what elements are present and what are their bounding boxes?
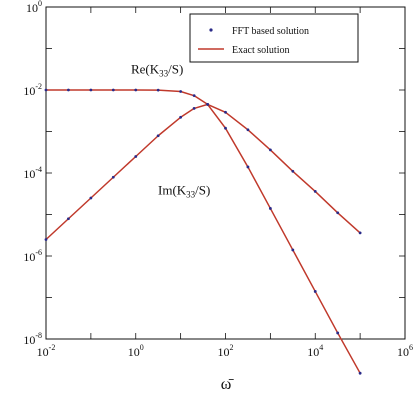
- curve-annotation-im: Im(K33/S): [158, 183, 210, 200]
- data-point: [67, 88, 70, 92]
- data-point: [89, 196, 93, 200]
- data-point: [268, 148, 272, 152]
- x-tick-label: 102: [218, 343, 234, 359]
- x-axis-label: ω̄: [221, 376, 235, 393]
- data-point: [44, 88, 48, 92]
- data-point: [67, 217, 70, 221]
- x-tick-label: 100: [128, 343, 144, 359]
- tick-marks: [45, 6, 406, 340]
- y-tick-label: 10-8: [23, 331, 42, 347]
- x-tick-label: 104: [307, 343, 323, 359]
- data-point: [179, 115, 183, 119]
- data-point: [291, 169, 295, 173]
- data-point: [224, 126, 227, 130]
- y-tick-label: 10-6: [23, 248, 42, 264]
- data-point: [336, 331, 340, 335]
- data-point: [224, 110, 227, 114]
- x-tick-label: 10-2: [37, 343, 56, 359]
- series-lines: [45, 89, 361, 374]
- data-point: [134, 155, 138, 158]
- tick-labels: 10-2 100 102 104 106 10-8 10-6 10-4 10-2 100: [23, 0, 413, 359]
- data-point: [44, 238, 48, 241]
- legend-marker-fft: [209, 28, 213, 32]
- data-point: [291, 248, 295, 252]
- data-point: [358, 371, 362, 375]
- data-point: [268, 207, 272, 210]
- data-point: [192, 107, 196, 110]
- data-point: [156, 134, 160, 138]
- data-point: [313, 290, 317, 293]
- legend-box: [189, 13, 359, 63]
- y-tick-label: 100: [26, 0, 42, 15]
- data-point: [192, 94, 196, 98]
- x-tick-label: 106: [397, 343, 413, 359]
- series-markers: [44, 88, 362, 375]
- data-point: [336, 211, 340, 215]
- data-point: [246, 128, 250, 132]
- series-line-re: [46, 89, 361, 374]
- curve-annotation-re: Re(K33/S): [131, 61, 183, 78]
- annotations: Re(K33/S) Im(K33/S): [131, 61, 210, 199]
- series-line-im: [45, 103, 361, 241]
- legend-label-fft: FFT based solution: [232, 26, 309, 37]
- data-point: [206, 102, 210, 106]
- data-point: [89, 88, 93, 92]
- data-point: [358, 231, 362, 235]
- legend: FFT based solution Exact solution: [189, 13, 359, 63]
- data-point: [111, 175, 115, 179]
- y-tick-label: 10-4: [23, 165, 42, 181]
- data-point: [179, 90, 183, 93]
- data-point: [246, 165, 250, 169]
- data-point: [313, 190, 317, 193]
- legend-label-exact: Exact solution: [232, 45, 290, 56]
- data-point: [134, 88, 138, 92]
- data-point: [156, 88, 160, 92]
- y-tick-label: 10-2: [23, 82, 42, 98]
- data-point: [111, 88, 115, 92]
